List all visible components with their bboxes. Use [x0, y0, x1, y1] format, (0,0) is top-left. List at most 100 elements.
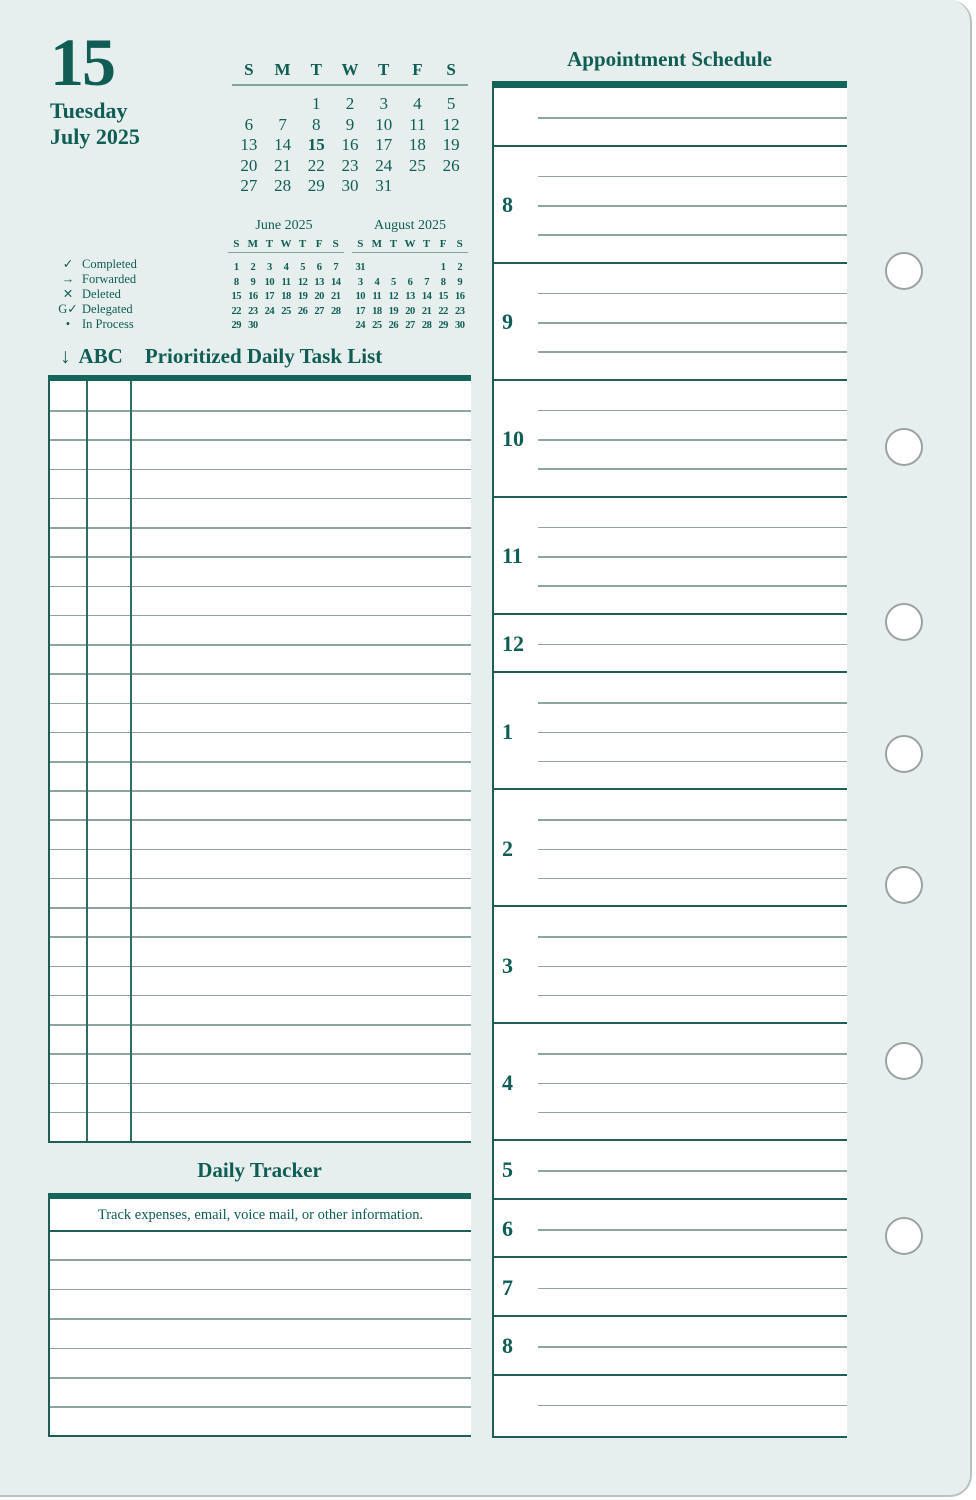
calendar-day[interactable]: 27 — [314, 305, 324, 317]
calendar-day[interactable]: 26 — [297, 305, 308, 317]
calendar-day[interactable]: 7 — [333, 262, 339, 273]
calendar-day[interactable]: 11 — [281, 276, 291, 288]
calendar-day[interactable]: 13 — [314, 276, 324, 288]
calendar-day[interactable]: 7 — [278, 114, 287, 134]
appointment-slot[interactable]: 7 — [494, 1258, 847, 1317]
calendar-day[interactable]: 30 — [454, 320, 465, 332]
calendar-day[interactable]: 5 — [300, 262, 305, 273]
calendar-day[interactable]: 5 — [391, 276, 396, 288]
appointment-slot[interactable]: 5 — [494, 1141, 847, 1200]
calendar-day[interactable]: 19 — [442, 135, 460, 154]
calendar-day[interactable]: 23 — [454, 305, 465, 317]
calendar-day[interactable]: 20 — [314, 291, 324, 303]
calendar-day[interactable]: 18 — [408, 135, 426, 154]
calendar-day[interactable]: 18 — [281, 291, 291, 303]
calendar-day[interactable]: 18 — [372, 305, 382, 317]
calendar-day[interactable]: 10 — [264, 276, 275, 288]
calendar-day[interactable]: 25 — [408, 155, 426, 175]
calendar-day[interactable]: 22 — [438, 305, 448, 317]
calendar-day[interactable]: 15 — [307, 135, 325, 154]
calendar-day[interactable]: 4 — [413, 94, 422, 113]
calendar-day[interactable]: 7 — [424, 276, 429, 288]
calendar-day[interactable]: 4 — [374, 276, 380, 288]
calendar-day[interactable]: 13 — [405, 291, 415, 303]
calendar-day[interactable]: 16 — [341, 135, 359, 154]
calendar-day[interactable]: 25 — [281, 305, 291, 317]
calendar-day[interactable]: 21 — [274, 155, 292, 175]
calendar-day[interactable]: 24 — [264, 305, 275, 317]
calendar-day[interactable]: 6 — [316, 262, 322, 273]
calendar-day[interactable]: 14 — [330, 276, 341, 288]
calendar-day[interactable]: 28 — [330, 305, 341, 317]
calendar-day[interactable]: 31 — [375, 176, 393, 195]
appointment-slot[interactable]: 11 — [494, 498, 847, 615]
calendar-day[interactable]: 21 — [421, 305, 432, 317]
calendar-day[interactable]: 6 — [407, 276, 413, 288]
appointment-slot[interactable]: 8 — [494, 147, 847, 264]
calendar-day[interactable]: 8 — [440, 276, 446, 288]
calendar-day[interactable]: 31 — [355, 262, 366, 273]
appointment-slot[interactable]: 3 — [494, 907, 847, 1025]
calendar-day[interactable]: 2 — [345, 94, 355, 113]
calendar-day[interactable]: 17 — [355, 305, 366, 317]
calendar-day[interactable]: 6 — [244, 114, 254, 134]
calendar-day[interactable]: 3 — [379, 94, 388, 113]
calendar-day[interactable]: 16 — [454, 291, 465, 303]
calendar-day[interactable]: 13 — [240, 135, 258, 154]
appointment-slot[interactable]: 6 — [494, 1200, 847, 1259]
calendar-day[interactable]: 24 — [375, 155, 393, 175]
calendar-day[interactable]: 5 — [446, 94, 456, 113]
calendar-day[interactable]: 15 — [231, 291, 242, 303]
calendar-day[interactable]: 27 — [405, 320, 415, 332]
calendar-day[interactable]: 27 — [240, 176, 258, 195]
daily-tracker-area[interactable]: Track expenses, email, voice mail, or ot… — [48, 1193, 471, 1437]
calendar-day[interactable]: 8 — [312, 114, 321, 134]
appointment-slot[interactable]: 1 — [494, 673, 847, 791]
appointment-slot[interactable]: 10 — [494, 381, 847, 498]
calendar-day[interactable]: 12 — [297, 276, 308, 288]
calendar-day[interactable]: 28 — [421, 320, 432, 332]
calendar-day[interactable]: 20 — [405, 305, 415, 317]
calendar-day[interactable]: 9 — [250, 276, 256, 288]
calendar-day[interactable]: 10 — [355, 291, 366, 303]
appointment-slot[interactable]: 9 — [494, 264, 847, 381]
calendar-day[interactable]: 3 — [357, 276, 363, 288]
calendar-day[interactable]: 23 — [341, 155, 359, 175]
calendar-day[interactable]: 23 — [248, 305, 258, 317]
calendar-day[interactable]: 11 — [372, 291, 382, 303]
calendar-day[interactable]: 9 — [345, 114, 355, 134]
calendar-day[interactable]: 21 — [330, 291, 341, 303]
appointment-slot[interactable]: 12 — [494, 615, 847, 674]
calendar-day[interactable]: 16 — [248, 291, 258, 303]
calendar-day[interactable]: 28 — [274, 176, 292, 195]
calendar-day[interactable]: 17 — [375, 135, 393, 154]
calendar-day[interactable]: 12 — [442, 114, 460, 134]
task-list-table[interactable] — [48, 375, 471, 1143]
calendar-day[interactable]: 29 — [231, 320, 242, 332]
calendar-day[interactable]: 1 — [312, 94, 321, 113]
calendar-day[interactable]: 1 — [233, 262, 239, 273]
calendar-day[interactable]: 12 — [388, 291, 399, 303]
appointment-slot[interactable]: 4 — [494, 1024, 847, 1142]
calendar-day[interactable]: 15 — [438, 291, 448, 303]
calendar-day[interactable]: 14 — [274, 135, 292, 154]
calendar-day[interactable]: 26 — [388, 320, 399, 332]
appointment-slot[interactable] — [494, 1376, 847, 1435]
calendar-day[interactable]: 14 — [421, 291, 432, 303]
calendar-day[interactable]: 2 — [457, 262, 463, 273]
calendar-day[interactable]: 30 — [248, 320, 258, 332]
appointment-slot[interactable]: 8 — [494, 1317, 847, 1376]
calendar-day[interactable]: 17 — [264, 291, 275, 303]
calendar-day[interactable]: 11 — [409, 114, 426, 134]
calendar-day[interactable]: 2 — [250, 262, 256, 273]
calendar-day[interactable]: 26 — [442, 155, 460, 175]
appointment-slot[interactable] — [494, 88, 847, 147]
calendar-day[interactable]: 19 — [388, 305, 399, 317]
calendar-day[interactable]: 1 — [440, 262, 446, 273]
calendar-day[interactable]: 3 — [267, 262, 272, 273]
calendar-day[interactable]: 9 — [457, 276, 463, 288]
calendar-day[interactable]: 22 — [231, 305, 242, 317]
calendar-day[interactable]: 22 — [307, 155, 325, 175]
calendar-day[interactable]: 20 — [240, 155, 258, 175]
calendar-day[interactable]: 8 — [233, 276, 239, 288]
